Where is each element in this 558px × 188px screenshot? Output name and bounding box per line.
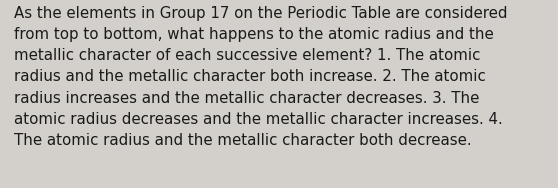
Text: As the elements in Group 17 on the Periodic Table are considered
from top to bot: As the elements in Group 17 on the Perio… xyxy=(14,6,507,148)
